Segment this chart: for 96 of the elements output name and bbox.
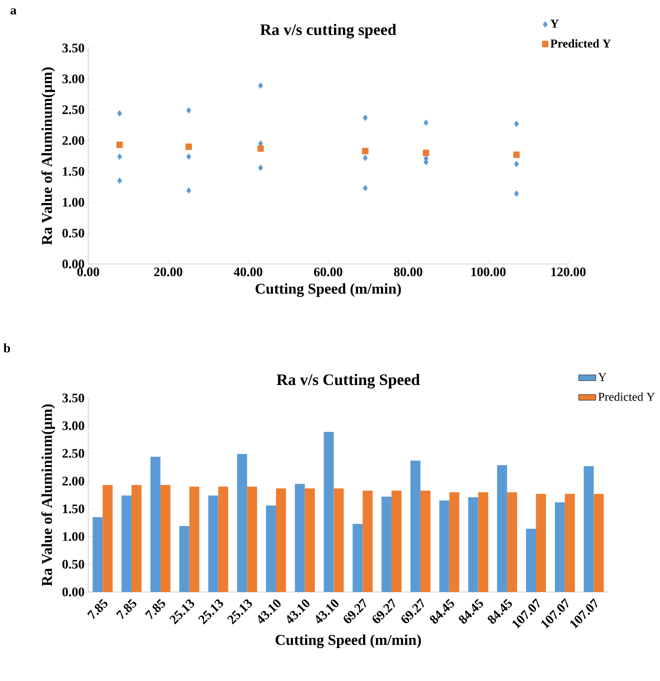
bar	[160, 485, 170, 592]
point	[514, 160, 519, 168]
point	[186, 144, 192, 150]
point	[117, 153, 122, 160]
chart-title: Ra v/s Cutting Speed	[276, 374, 420, 388]
point	[117, 177, 122, 184]
point	[258, 164, 264, 171]
bar	[478, 492, 488, 592]
point	[362, 154, 368, 162]
x-tick-label: 120.00	[551, 268, 586, 276]
point	[117, 110, 122, 117]
x-tick-label: 80.00	[394, 268, 422, 276]
x-tick-label: 20.00	[154, 268, 182, 276]
x-axis-title: Cutting Speed (m/min)	[276, 634, 421, 648]
bar	[294, 484, 305, 592]
bar	[362, 490, 373, 592]
point	[362, 148, 368, 154]
y-tick-label: 2.00	[62, 476, 84, 486]
point	[514, 120, 519, 128]
point	[362, 184, 368, 192]
bar	[237, 454, 248, 592]
y-tick-label: 0.00	[62, 260, 84, 268]
bar	[526, 528, 536, 592]
legend-label: Predicted Y	[598, 392, 655, 401]
legend-label: Y	[550, 20, 559, 28]
bar	[420, 490, 430, 592]
bar	[324, 432, 334, 592]
y-tick-label: 2.50	[62, 449, 84, 458]
chart-title: Ra v/s cutting speed	[260, 24, 396, 38]
bar	[382, 496, 392, 592]
x-tick-label: 7.85	[116, 598, 136, 620]
y-tick-label: 0.50	[62, 560, 84, 569]
bar	[304, 488, 315, 592]
bar	[497, 465, 508, 592]
y-tick-label: 1.00	[62, 198, 84, 207]
bar	[150, 456, 160, 592]
point	[513, 152, 520, 158]
y-tick-label: 0.00	[62, 588, 84, 596]
x-tick-label: 60.00	[314, 268, 342, 276]
bar	[536, 494, 546, 592]
x-axis-title: Cutting Speed (m/min)	[256, 283, 401, 297]
bar	[449, 492, 460, 592]
bar	[584, 466, 594, 592]
bar	[410, 460, 420, 592]
point	[514, 190, 519, 197]
point	[258, 140, 264, 147]
bar	[564, 494, 575, 592]
y-tick-label: 0.50	[62, 228, 84, 238]
y-tick-label: 2.50	[62, 105, 84, 114]
y-tick-label: 3.00	[62, 74, 84, 84]
bar	[218, 486, 228, 592]
y-tick-label: 1.50	[62, 504, 84, 514]
point	[116, 142, 123, 148]
bar	[334, 488, 344, 592]
legend-label: Y	[598, 373, 606, 381]
bar	[554, 502, 565, 592]
text: a	[10, 8, 16, 15]
bar	[92, 517, 103, 592]
bar	[439, 500, 450, 592]
point	[186, 153, 192, 160]
legend-label: Predicted Y	[550, 39, 611, 48]
x-tick-label: 0.00	[77, 268, 100, 276]
y-tick-label: 1.50	[62, 167, 84, 176]
point	[186, 107, 192, 114]
bar	[468, 497, 478, 592]
bar	[276, 488, 286, 592]
bar	[247, 486, 258, 592]
x-tick-label: 100.00	[471, 268, 506, 276]
bar	[594, 494, 604, 592]
bar	[208, 496, 218, 592]
bar	[392, 490, 402, 592]
point	[422, 150, 430, 156]
point	[362, 114, 368, 121]
x-tick-label: 40.00	[234, 268, 262, 276]
bar	[189, 486, 200, 592]
bar	[266, 506, 276, 592]
bar	[179, 526, 190, 592]
y-tick-label: 3.50	[62, 394, 84, 402]
bar	[132, 485, 142, 592]
y-axis-title: Ra Value of Aluminum(µm)	[41, 67, 56, 246]
y-axis-title: Ra Value of Aluminium(µm)	[41, 404, 56, 586]
point	[424, 119, 428, 126]
y-tick-label: 3.50	[62, 44, 84, 52]
text: b	[4, 343, 10, 352]
y-tick-label: 3.00	[62, 421, 84, 430]
x-tick-label: 7.85	[144, 598, 166, 620]
bar	[122, 496, 132, 592]
bar	[507, 492, 518, 592]
point	[257, 145, 264, 152]
bar	[102, 485, 113, 592]
point	[186, 187, 192, 194]
y-tick-label: 2.00	[62, 136, 84, 145]
x-tick-label: 7.85	[87, 598, 108, 620]
bar	[352, 524, 363, 592]
y-tick-label: 1.00	[62, 532, 84, 541]
point	[258, 82, 264, 89]
